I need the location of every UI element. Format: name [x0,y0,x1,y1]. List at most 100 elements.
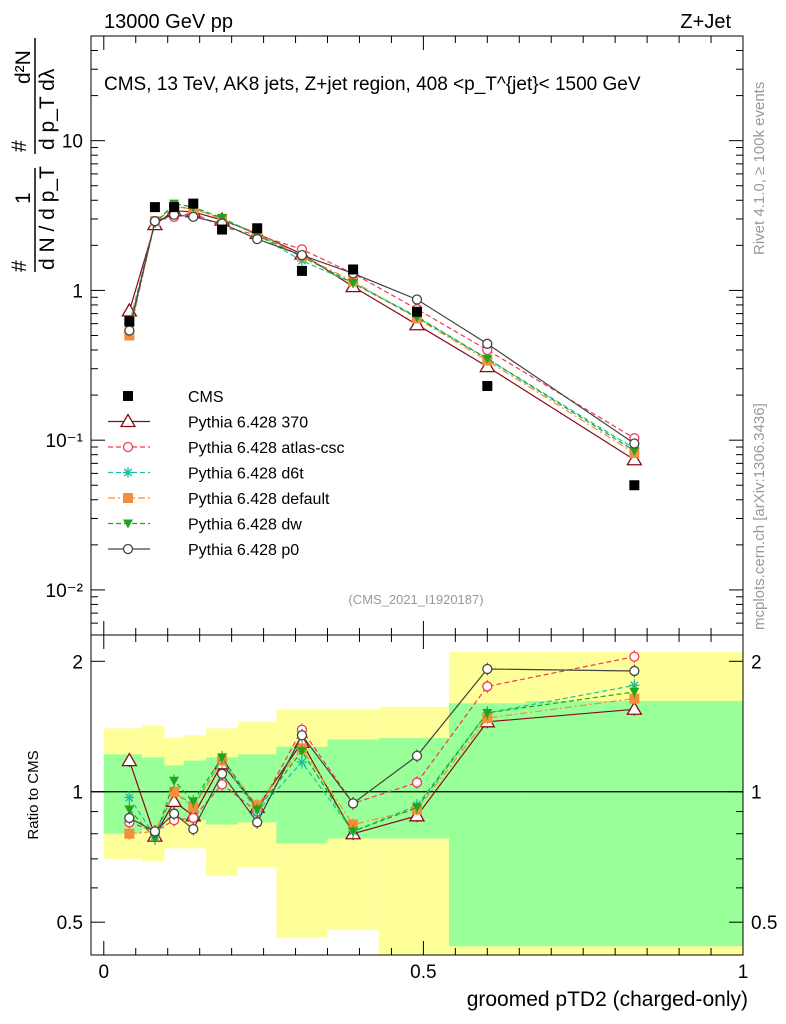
point-pythia-6-428-dw [252,805,263,815]
ratio-band-green [525,700,743,947]
point-pythia-6-428-dw [629,687,640,697]
ratio-band-green [142,757,165,830]
ylabel-hash-1: # [8,260,31,272]
ylabel-dn-dpt: d N / d p_T [36,166,59,270]
ratio-y-tick-label-left: 1 [72,783,83,804]
main-marks [121,198,643,491]
legend-marker-pythia-6-428-p0 [122,543,134,555]
point-pythia-6-428-dw [629,446,640,456]
point-pythia-6-428-p0 [629,438,640,449]
point-pythia-6-428-atlas-csc [411,777,423,788]
ratio-y-tick-label-right: 1 [751,783,762,804]
ratio-y-axis-label: Ratio to CMS [25,750,42,839]
point-pythia-6-428-370 [121,752,138,767]
main-y-tick-label: 10⁻¹ [46,431,84,452]
point-pythia-6-428-p0 [252,817,263,828]
series-line-pythia-6-428-atlas-csc [129,656,635,833]
point-pythia-6-428-p0 [411,294,423,305]
ylabel-one: 1 [12,192,35,204]
ylabel-hash-2: # [8,140,31,152]
ratio-y-tick-label-left: 0.5 [57,913,83,934]
point-pythia-6-428-dw [169,776,180,786]
main-plot-title: CMS, 13 TeV, AK8 jets, Z+jet region, 408… [104,74,641,95]
point-pythia-6-428-p0 [296,250,308,261]
legend-label-pythia-6-428-d6t: Pythia 6.428 d6t [188,466,304,483]
x-tick-label: 0 [98,962,109,983]
ratio-y-tick-label-right: 2 [751,652,762,673]
point-pythia-6-428-p0 [168,808,180,819]
point-pythia-6-428-p0 [188,823,199,835]
header-left-label: 13000 GeV pp [104,11,233,33]
point-pythia-6-428-atlas-csc [188,812,199,824]
legend-marker-pythia-6-428-370 [119,413,137,428]
analysis-id-label: (CMS_2021_I1920187) [348,592,483,607]
legend-label-pythia-6-428-default: Pythia 6.428 default [188,491,330,508]
main-ticks: 10⁻² 10⁻¹ 1 10 [46,35,744,636]
point-pythia-6-428-370 [479,358,496,373]
point-pythia-6-428-p0 [149,216,161,227]
legend-label-cms: CMS [188,389,224,406]
point-pythia-6-428-d6t [296,757,307,768]
point-pythia-6-428-dw [217,753,228,763]
point-pythia-6-428-370 [165,793,183,808]
ratio-y-tick-label-right: 0.5 [751,913,777,934]
point-pythia-6-428-dw [296,747,307,757]
point-cms [482,381,493,392]
legend-label-pythia-6-428-atlas-csc: Pythia 6.428 atlas-csc [188,440,345,457]
point-pythia-6-428-default [629,693,640,704]
ratio-ticks: 0.5 0.5 1 1 2 2 0 0.5 1 [57,635,777,983]
point-pythia-6-428-dw [412,803,422,813]
legend-label-pythia-6-428-dw: Pythia 6.428 dw [188,517,302,534]
point-pythia-6-428-p0 [347,798,359,809]
point-pythia-6-428-d6t [629,680,640,691]
point-cms [348,264,359,275]
point-pythia-6-428-atlas-csc [629,651,640,662]
ratio-frame [90,634,744,956]
ylabel-d2n: d²N [12,50,35,84]
ratio-band-green [448,703,526,947]
point-cms [296,265,307,276]
point-pythia-6-428-p0 [629,665,640,677]
point-pythia-6-428-370 [626,451,643,466]
ratio-panel: 0.5 0.5 1 1 2 2 0 0.5 1 Ratio to CMS groomed pTD… [25,634,777,1011]
ratio-band-green [103,754,143,834]
legend-marker-pythia-6-428-default [123,493,133,503]
point-pythia-6-428-dw [348,827,359,837]
point-cms [412,306,422,317]
point-pythia-6-428-p0 [482,338,493,349]
point-pythia-6-428-p0 [411,750,423,762]
main-y-tick-label: 10 [62,132,83,153]
point-cms [169,202,180,213]
rivet-side-label: Rivet 4.1.0, ≥ 100k events [751,82,768,255]
x-tick-label: 0.5 [410,962,436,983]
point-pythia-6-428-370 [626,700,643,715]
point-pythia-6-428-dw [482,708,493,718]
ylabel-dpt-dlambda: d p_T dλ [36,68,59,150]
point-pythia-6-428-p0 [252,233,263,245]
x-axis-label: groomed pTD2 (charged-only) [467,988,748,1011]
point-pythia-6-428-p0 [296,730,308,741]
point-pythia-6-428-atlas-csc [216,779,228,790]
main-y-axis-label: # 1 d N / d p_T # d²N d p_T dλ [8,38,59,272]
main-y-tick-label: 1 [72,281,83,302]
point-pythia-6-428-p0 [216,768,228,779]
legend: CMS Pythia 6.428 370 Pythia 6.428 atlas-cs… [108,389,345,559]
point-pythia-6-428-370 [121,302,138,317]
point-pythia-6-428-dw [124,805,135,815]
mcplots-side-label: mcplots.cern.ch [arXiv:1306.3436] [751,403,768,630]
point-pythia-6-428-dw [149,834,160,844]
point-pythia-6-428-p0 [482,663,493,675]
legend-label-pythia-6-428-370: Pythia 6.428 370 [188,415,308,432]
point-pythia-6-428-dw [188,797,199,807]
point-cms [124,316,135,327]
main-panel: 10⁻² 10⁻¹ 1 10 CMS, 13 TeV, AK8 jets, Z+jet… [46,35,744,636]
legend-marker-pythia-6-428-d6t [123,467,133,478]
point-cms [149,202,160,213]
point-cms [217,224,228,235]
point-pythia-6-428-p0 [149,826,161,837]
legend-marker-pythia-6-428-atlas-csc [122,441,134,453]
legend-marker-pythia-6-428-dw [123,519,133,529]
point-pythia-6-428-default [124,828,135,839]
point-cms [629,480,640,491]
